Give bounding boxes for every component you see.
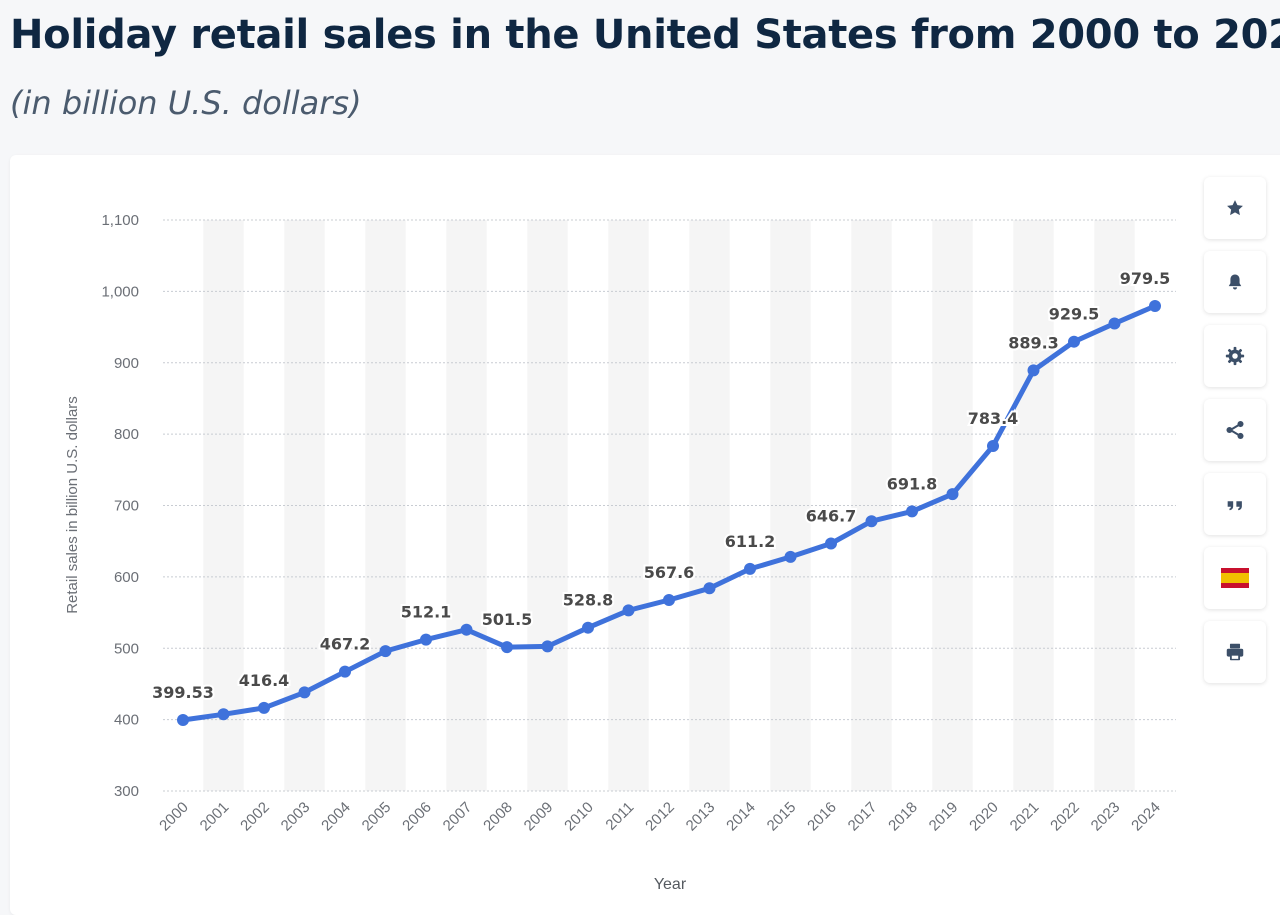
cite-button[interactable] [1204, 473, 1266, 535]
favorite-button[interactable] [1204, 177, 1266, 239]
x-tick-label: 2016 [804, 799, 840, 835]
data-label: 889.3 [1008, 333, 1059, 352]
x-tick-label: 2002 [237, 799, 273, 835]
x-tick-label: 2019 [926, 799, 962, 835]
data-point[interactable] [217, 708, 230, 721]
x-tick-label: 2023 [1088, 799, 1124, 835]
y-tick-label: 1,000 [101, 283, 139, 300]
x-tick-label: 2018 [885, 799, 921, 835]
page-subtitle: (in billion U.S. dollars) [10, 84, 362, 122]
data-label: 512.1 [401, 603, 452, 622]
data-point[interactable] [1149, 300, 1161, 313]
data-point[interactable] [1108, 317, 1121, 330]
y-axis-ticks: 300 400 500 600 700 800 900 1,000 1,100 [101, 212, 139, 800]
y-tick-label: 700 [114, 498, 139, 515]
data-point[interactable] [946, 488, 959, 501]
data-label: 646.7 [806, 507, 857, 526]
data-point[interactable] [906, 505, 918, 518]
data-label: 416.4 [239, 671, 290, 690]
notification-button[interactable] [1204, 251, 1266, 313]
data-labels: 399.53 416.4 467.2 512.1 501.5 528.8 567.6 611.… [150, 267, 1172, 704]
bell-icon [1228, 274, 1242, 290]
x-tick-label: 2012 [642, 799, 678, 835]
page-title: Holiday retail sales in the United State… [10, 12, 1280, 58]
share-button[interactable] [1204, 399, 1266, 461]
data-point[interactable] [622, 604, 635, 617]
data-point[interactable] [379, 645, 392, 658]
y-tick-label: 600 [114, 569, 139, 586]
data-label: 399.53 [152, 683, 214, 702]
data-point[interactable] [663, 594, 675, 607]
print-button[interactable] [1204, 621, 1266, 683]
x-tick-label: 2000 [156, 799, 192, 835]
data-label: 783.4 [968, 409, 1019, 428]
data-point[interactable] [825, 537, 837, 550]
toolbar [1204, 177, 1266, 695]
data-point[interactable] [1068, 335, 1080, 348]
x-tick-label: 2021 [1007, 799, 1043, 835]
x-tick-label: 2014 [723, 799, 759, 835]
quote-icon [1227, 501, 1242, 511]
data-label: 929.5 [1049, 305, 1100, 324]
data-label: 691.8 [887, 474, 938, 493]
data-point[interactable] [420, 633, 432, 646]
y-tick-label: 500 [114, 640, 139, 657]
y-tick-label: 300 [114, 783, 139, 800]
data-label: 611.2 [725, 532, 776, 551]
x-tick-label: 2011 [602, 799, 637, 834]
data-label: 979.5 [1120, 269, 1171, 288]
x-tick-label: 2022 [1047, 799, 1083, 835]
x-tick-label: 2013 [683, 799, 719, 835]
x-tick-label: 2003 [278, 799, 314, 835]
data-point[interactable] [865, 515, 878, 528]
grid-lines [163, 219, 1176, 792]
x-tick-label: 2009 [521, 799, 557, 835]
settings-button[interactable] [1204, 325, 1266, 387]
x-tick-label: 2001 [197, 799, 233, 835]
data-point[interactable] [703, 582, 716, 595]
x-tick-label: 2006 [399, 799, 435, 835]
y-tick-label: 1,100 [101, 212, 139, 229]
star-icon [1227, 200, 1243, 216]
x-tick-label: 2017 [845, 799, 881, 835]
data-point[interactable] [582, 621, 594, 634]
x-axis-ticks: 2000 2001 2002 2003 2004 2005 2006 2007 2008 2009… [156, 799, 1164, 835]
data-label: 467.2 [320, 635, 371, 654]
data-point[interactable] [784, 550, 797, 563]
printer-icon [1226, 643, 1244, 661]
x-tick-label: 2010 [561, 799, 597, 835]
x-tick-label: 2007 [440, 799, 476, 835]
y-tick-label: 800 [114, 426, 139, 443]
x-tick-label: 2015 [764, 799, 800, 835]
data-point[interactable] [541, 640, 554, 653]
data-point[interactable] [298, 686, 311, 699]
x-tick-label: 2020 [966, 799, 1002, 835]
language-button[interactable] [1204, 547, 1266, 609]
data-point[interactable] [987, 439, 999, 452]
x-tick-label: 2008 [480, 799, 516, 835]
data-point[interactable] [460, 623, 473, 636]
data-point[interactable] [1027, 364, 1040, 377]
gear-icon [1225, 346, 1245, 366]
x-tick-label: 2004 [318, 799, 354, 835]
data-label: 501.5 [482, 610, 533, 629]
series-line [180, 303, 1158, 723]
x-tick-label: 2005 [359, 799, 395, 835]
data-point[interactable] [258, 701, 270, 714]
data-label: 567.6 [644, 563, 695, 582]
data-points [177, 300, 1161, 726]
x-tick-label: 2024 [1128, 799, 1164, 835]
share-icon [1226, 421, 1244, 439]
y-tick-label: 900 [114, 355, 139, 372]
y-tick-label: 400 [114, 712, 139, 729]
spain-flag-icon [1221, 568, 1249, 588]
data-point[interactable] [177, 713, 189, 726]
x-axis-title: Year [654, 876, 687, 893]
data-point[interactable] [501, 641, 513, 654]
data-point[interactable] [339, 665, 351, 678]
data-label: 528.8 [563, 591, 614, 610]
y-axis-title: Retail sales in billion U.S. dollars [64, 396, 81, 614]
data-point[interactable] [744, 562, 756, 575]
